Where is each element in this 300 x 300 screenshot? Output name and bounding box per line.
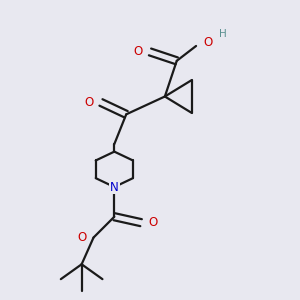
Text: H: H [219, 29, 227, 39]
Text: O: O [84, 96, 94, 109]
Text: O: O [148, 216, 158, 229]
Text: N: N [110, 181, 119, 194]
Text: O: O [134, 45, 143, 58]
Text: O: O [77, 231, 86, 244]
Text: O: O [203, 37, 213, 50]
